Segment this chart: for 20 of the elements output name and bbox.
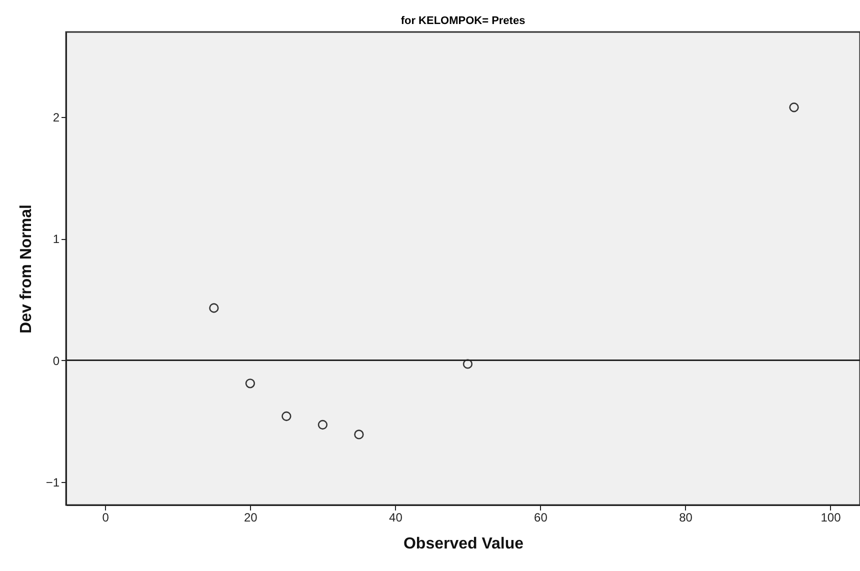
point	[318, 420, 328, 430]
y-tick-label: 2	[52, 110, 60, 125]
point	[462, 359, 473, 369]
y-axis-title: Dev from Normal	[18, 204, 35, 334]
point	[354, 430, 364, 440]
chart-title: for KELOMPOK= Pretes	[400, 15, 526, 27]
x-tick-label: 0	[102, 510, 110, 524]
x-tick-label: 20	[244, 510, 258, 524]
x-tick-label: 60	[534, 510, 548, 524]
y-tick-label: 0	[52, 354, 60, 368]
x-tick-label: 80	[679, 510, 693, 524]
x-tick-label: 100	[820, 510, 842, 524]
point	[245, 378, 256, 388]
y-tick-label: 1	[52, 232, 60, 246]
point	[209, 303, 219, 313]
x-tick-label: 40	[389, 510, 403, 524]
point	[789, 102, 799, 112]
point	[282, 411, 292, 422]
y-tick-label: −1	[46, 475, 60, 490]
x-axis-title: Observed Value	[403, 536, 524, 552]
